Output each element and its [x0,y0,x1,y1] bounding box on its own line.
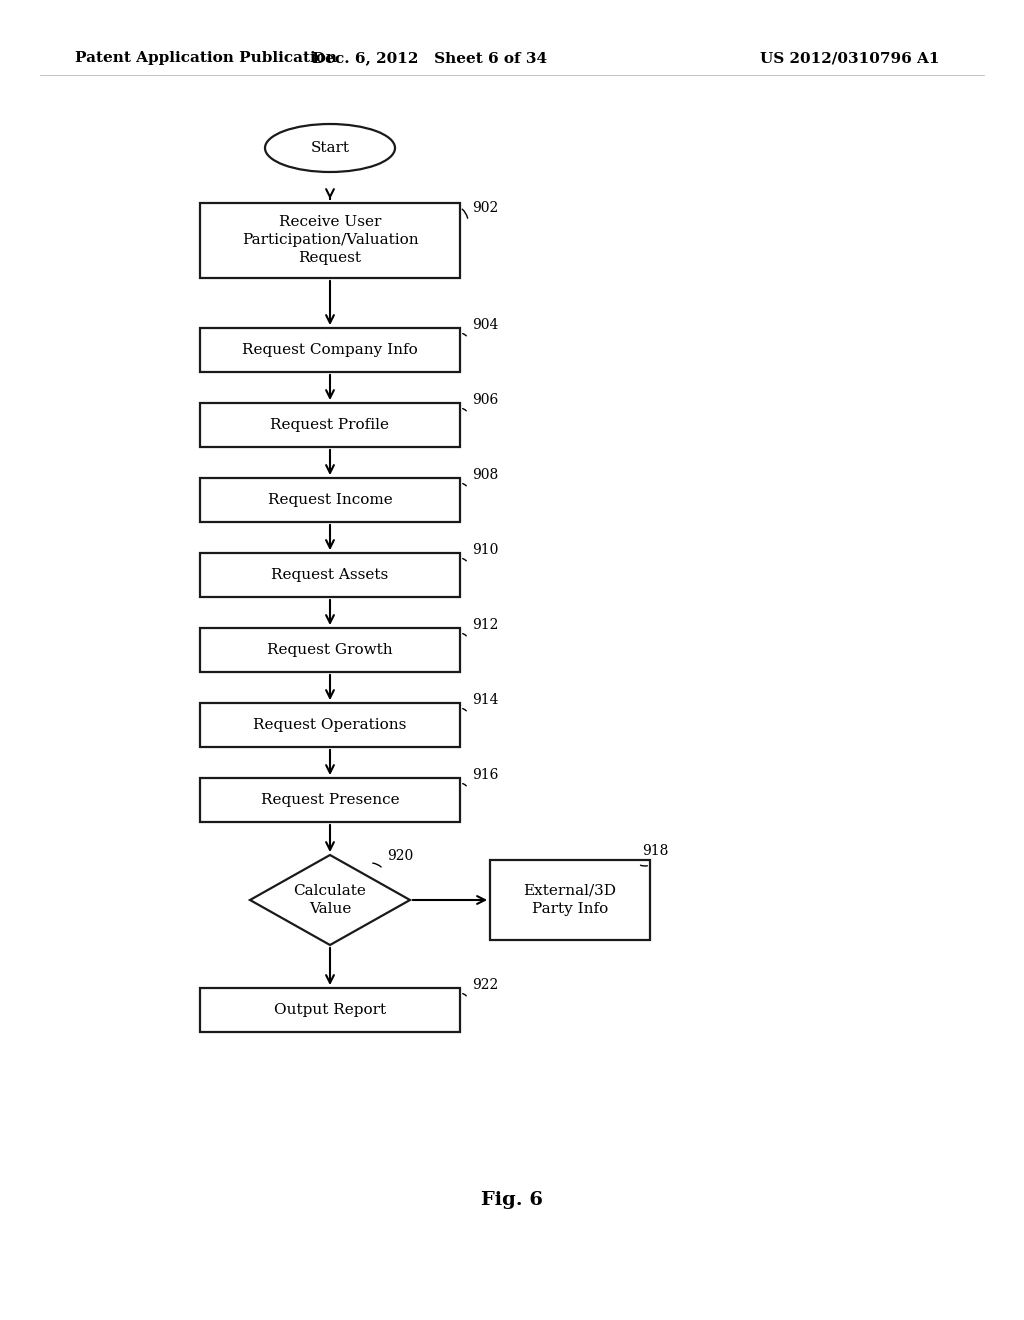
Text: Fig. 6: Fig. 6 [481,1191,543,1209]
Polygon shape [250,855,410,945]
Text: 918: 918 [642,843,669,858]
FancyBboxPatch shape [200,704,460,747]
FancyBboxPatch shape [200,777,460,822]
Text: 916: 916 [472,768,499,781]
Text: Request Profile: Request Profile [270,418,389,432]
FancyBboxPatch shape [200,628,460,672]
Text: Request Assets: Request Assets [271,568,389,582]
Text: Receive User
Participation/Valuation
Request: Receive User Participation/Valuation Req… [242,215,419,265]
Text: Calculate
Value: Calculate Value [294,884,367,916]
Text: Request Income: Request Income [267,492,392,507]
FancyBboxPatch shape [200,202,460,277]
Text: Start: Start [310,141,349,154]
Text: 922: 922 [472,978,499,993]
Text: 920: 920 [387,849,414,863]
Text: Output Report: Output Report [274,1003,386,1016]
Text: Request Operations: Request Operations [253,718,407,733]
Text: 904: 904 [472,318,499,333]
Text: Request Growth: Request Growth [267,643,393,657]
Text: 906: 906 [472,393,499,407]
Text: 902: 902 [472,201,499,215]
FancyBboxPatch shape [200,987,460,1032]
Ellipse shape [265,124,395,172]
Text: Dec. 6, 2012   Sheet 6 of 34: Dec. 6, 2012 Sheet 6 of 34 [312,51,548,65]
FancyBboxPatch shape [490,861,650,940]
Text: External/3D
Party Info: External/3D Party Info [523,884,616,916]
Text: Request Presence: Request Presence [261,793,399,807]
Text: Patent Application Publication: Patent Application Publication [75,51,337,65]
FancyBboxPatch shape [200,403,460,447]
FancyBboxPatch shape [200,553,460,597]
Text: 914: 914 [472,693,499,708]
FancyBboxPatch shape [200,327,460,372]
Text: US 2012/0310796 A1: US 2012/0310796 A1 [761,51,940,65]
Text: Request Company Info: Request Company Info [242,343,418,356]
Text: 908: 908 [472,469,499,482]
Text: 910: 910 [472,543,499,557]
FancyBboxPatch shape [200,478,460,521]
Text: 912: 912 [472,618,499,632]
